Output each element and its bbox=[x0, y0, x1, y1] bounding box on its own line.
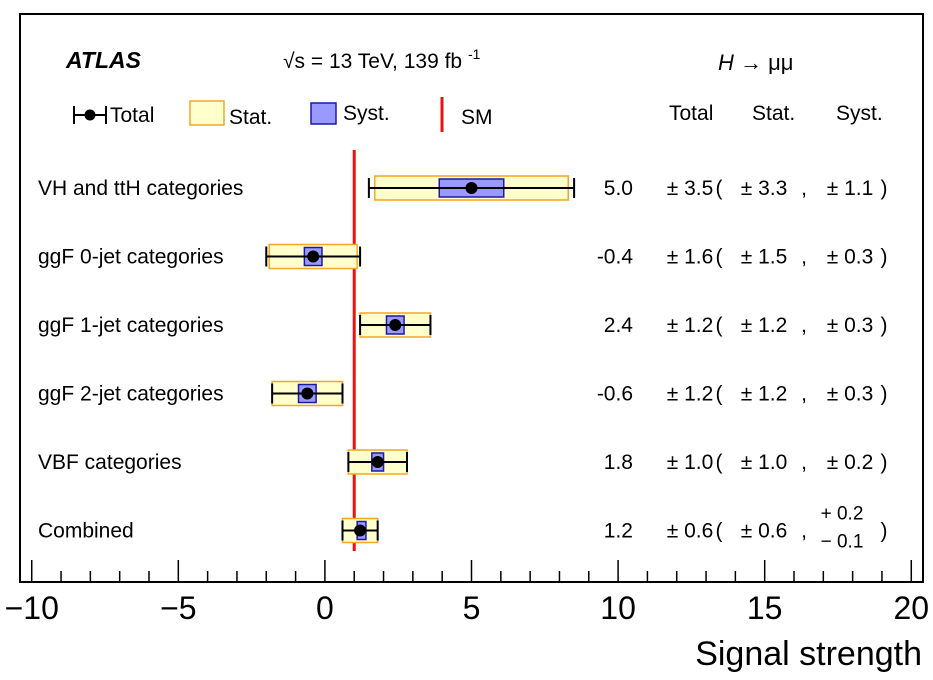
central-value-marker bbox=[465, 182, 478, 194]
total-error-text: ± 1.0 bbox=[667, 451, 714, 474]
syst-error-text: ± 0.3 bbox=[827, 383, 874, 406]
legend-syst-swatch bbox=[310, 102, 337, 125]
paren-close: ) bbox=[881, 383, 888, 406]
paren-open: ( bbox=[716, 451, 723, 474]
energy-lumi-label: √s = 13 TeV, 139 fb -1 bbox=[283, 46, 481, 73]
legend-syst-label: Syst. bbox=[343, 102, 390, 125]
comma: , bbox=[801, 451, 807, 474]
paren-open: ( bbox=[716, 383, 723, 406]
col-header-stat: Stat. bbox=[752, 102, 795, 125]
plot-frame bbox=[19, 13, 924, 583]
paren-close: ) bbox=[881, 520, 888, 543]
x-tick-label: 0 bbox=[316, 590, 334, 626]
value-text: 5.0 bbox=[604, 177, 633, 200]
comma: , bbox=[801, 177, 807, 200]
col-header-syst: Syst. bbox=[836, 102, 883, 125]
x-tick-label: 15 bbox=[747, 590, 783, 626]
stat-error-text: ± 1.2 bbox=[741, 383, 788, 406]
paren-open: ( bbox=[716, 314, 723, 337]
legend-stat-swatch bbox=[189, 100, 225, 126]
comma: , bbox=[801, 246, 807, 269]
legend-sm-label: SM bbox=[461, 106, 493, 129]
col-header-total: Total bbox=[669, 102, 713, 125]
total-error-text: ± 1.2 bbox=[667, 383, 714, 406]
x-tick-label: 20 bbox=[893, 590, 929, 626]
value-text: 1.2 bbox=[604, 520, 633, 543]
paren-close: ) bbox=[881, 246, 888, 269]
row-label: VH and ttH categories bbox=[38, 177, 243, 200]
energy-sqrt: √s bbox=[283, 50, 305, 73]
syst-error-text: ± 0.2 bbox=[827, 451, 874, 474]
stat-error-text: ± 3.3 bbox=[741, 177, 788, 200]
legend-total-label: Total bbox=[110, 104, 154, 127]
comma: , bbox=[801, 314, 807, 337]
comma: , bbox=[801, 520, 807, 543]
x-axis: −10 −5 0 5 10 15 20 bbox=[5, 560, 929, 626]
paren-close: ) bbox=[881, 314, 888, 337]
energy-value: = 13 TeV, 139 fb bbox=[311, 50, 462, 73]
central-value-marker bbox=[354, 524, 367, 537]
row-3: ggF 2-jet categories -0.6 ± 1.2(± 1.2, ± 0.… bbox=[38, 380, 888, 407]
paren-close: ) bbox=[881, 177, 888, 200]
process-decay: → μμ bbox=[740, 50, 793, 75]
row-5: Combined 1.2 ± 0.6(± 0.6 ,+ 0.2− 0.1) bbox=[38, 504, 888, 553]
row-label: ggF 1-jet categories bbox=[38, 314, 224, 337]
total-error-text: ± 1.6 bbox=[667, 246, 714, 269]
syst-error-down-text: − 0.1 bbox=[821, 532, 864, 553]
row-1: ggF 0-jet categories -0.4 ± 1.6( ± 1.5, ± 0.… bbox=[38, 243, 888, 270]
row-label: VBF categories bbox=[38, 451, 182, 474]
value-text: 1.8 bbox=[604, 451, 633, 474]
total-error-text: ± 3.5 bbox=[667, 177, 714, 200]
x-tick-label: 10 bbox=[600, 590, 636, 626]
legend-total-marker bbox=[73, 106, 107, 124]
comma: , bbox=[801, 383, 807, 406]
total-error-text: ± 0.6 bbox=[667, 520, 714, 543]
process-label: H → μμ bbox=[718, 50, 793, 75]
experiment-label: ATLAS bbox=[65, 47, 142, 73]
value-text: -0.4 bbox=[597, 246, 634, 269]
paren-open: ( bbox=[716, 246, 723, 269]
x-tick-label: 5 bbox=[463, 590, 481, 626]
lumi-superscript: -1 bbox=[468, 46, 481, 62]
value-text: 2.4 bbox=[604, 314, 634, 337]
row-0: VH and ttH categories 5.0 ± 3.5( ± 3.3, ± 1.… bbox=[38, 175, 888, 201]
central-value-marker bbox=[389, 319, 402, 331]
x-axis-title: Signal strength bbox=[695, 635, 922, 673]
value-text: -0.6 bbox=[597, 383, 633, 406]
row-4: VBF categories 1.8 ± 1.0(± 1.0, ± 0.2) bbox=[38, 449, 888, 475]
stat-error-text: ± 0.6 bbox=[741, 520, 788, 543]
row-label: Combined bbox=[38, 520, 134, 543]
paren-open: ( bbox=[716, 520, 723, 543]
row-label: ggF 0-jet categories bbox=[38, 246, 224, 269]
central-value-marker bbox=[307, 250, 320, 263]
process-higgs: H bbox=[718, 50, 734, 75]
row-label: ggF 2-jet categories bbox=[38, 383, 224, 406]
rows: VH and ttH categories 5.0 ± 3.5(± 3.3, ± 1.… bbox=[38, 175, 888, 553]
stat-error-text: ± 1.0 bbox=[741, 451, 788, 474]
legend: Total Stat. Syst. SM bbox=[73, 97, 493, 132]
syst-error-text: ± 0.3 bbox=[827, 246, 874, 269]
paren-open: ( bbox=[716, 177, 723, 200]
central-value-marker bbox=[371, 456, 384, 468]
legend-stat-label: Stat. bbox=[229, 106, 272, 129]
syst-error-text: ± 1.1 bbox=[827, 177, 874, 200]
central-value-marker bbox=[301, 387, 314, 400]
paren-close: ) bbox=[881, 451, 888, 474]
stat-error-text: ± 1.5 bbox=[741, 246, 788, 269]
x-tick-label: −10 bbox=[5, 590, 59, 626]
row-2: ggF 1-jet categories 2.4 ± 1.2(± 1.2, ± 0.3… bbox=[38, 312, 888, 338]
stat-error-text: ± 1.2 bbox=[741, 314, 788, 337]
syst-error-text: ± 0.3 bbox=[827, 314, 874, 337]
total-error-text: ± 1.2 bbox=[667, 314, 714, 337]
x-tick-label: −5 bbox=[160, 590, 196, 626]
syst-error-up-text: + 0.2 bbox=[821, 504, 864, 525]
